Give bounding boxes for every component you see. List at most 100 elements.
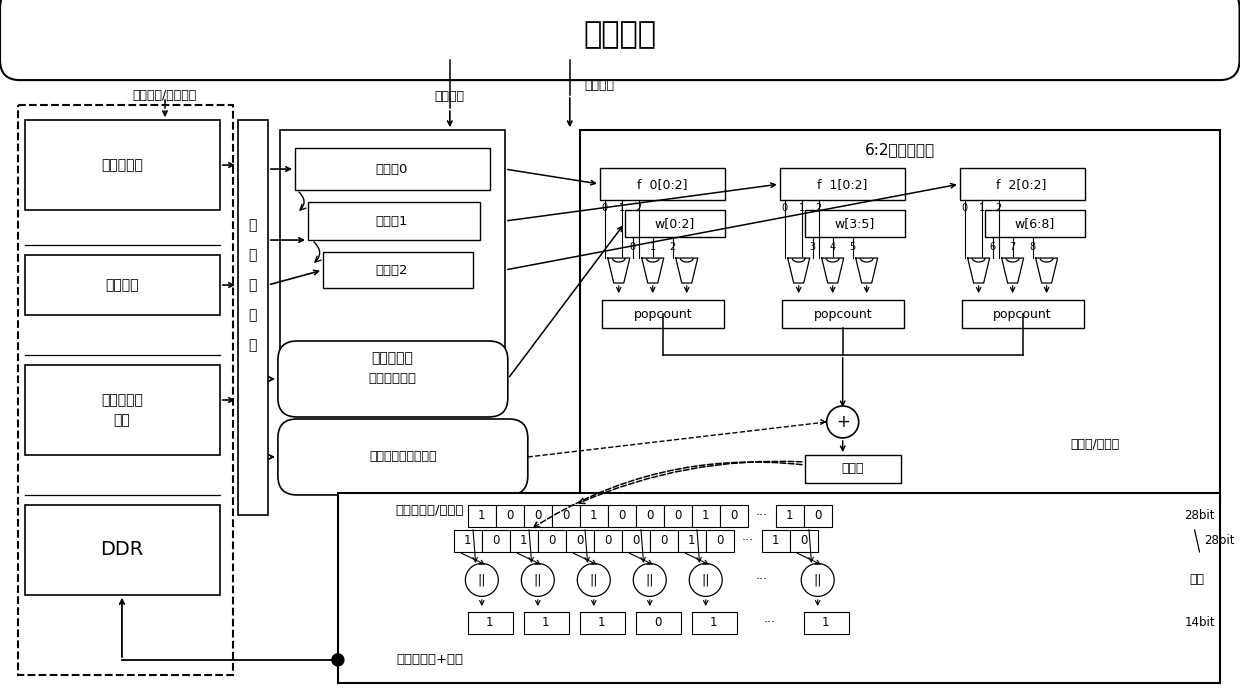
Bar xyxy=(692,612,737,634)
Bar xyxy=(594,530,621,552)
Text: 寄存劇2: 寄存劇2 xyxy=(376,263,408,276)
Text: 1: 1 xyxy=(702,510,709,522)
Text: 3: 3 xyxy=(810,242,816,252)
Text: f  2[0:2]: f 2[0:2] xyxy=(997,178,1047,190)
Bar xyxy=(608,505,636,527)
Text: 1: 1 xyxy=(590,510,598,522)
Text: 计算使能: 计算使能 xyxy=(585,78,615,92)
Text: 0: 0 xyxy=(813,510,821,522)
Text: 控制模块: 控制模块 xyxy=(583,20,656,50)
Bar xyxy=(790,530,817,552)
Bar xyxy=(985,210,1085,237)
Polygon shape xyxy=(856,258,878,283)
Text: 1: 1 xyxy=(799,203,805,213)
Text: 14bit: 14bit xyxy=(1184,617,1215,629)
Bar xyxy=(805,210,905,237)
Polygon shape xyxy=(676,258,698,283)
Text: 线: 线 xyxy=(249,278,257,292)
Bar xyxy=(805,455,900,483)
Text: popcount: popcount xyxy=(634,307,692,321)
Text: 0: 0 xyxy=(630,242,636,252)
Bar xyxy=(600,168,724,200)
Bar xyxy=(496,505,523,527)
Bar xyxy=(960,168,1085,200)
Text: w[3:5]: w[3:5] xyxy=(835,216,874,230)
Text: ||: || xyxy=(589,573,598,587)
Bar xyxy=(308,202,480,240)
Text: 权重数据: 权重数据 xyxy=(105,278,139,292)
Text: w[0:2]: w[0:2] xyxy=(655,216,694,230)
Polygon shape xyxy=(967,258,990,283)
Bar xyxy=(337,493,1220,683)
Text: 1: 1 xyxy=(688,534,696,547)
Bar xyxy=(25,365,219,455)
Text: 1: 1 xyxy=(479,510,486,522)
Text: 数据: 数据 xyxy=(114,413,130,427)
Text: 读写使能/读写地址: 读写使能/读写地址 xyxy=(133,89,197,102)
Text: w[6:8]: w[6:8] xyxy=(1014,216,1055,230)
Text: 0: 0 xyxy=(660,534,667,547)
Text: ···: ··· xyxy=(755,573,768,587)
Text: 0: 0 xyxy=(601,203,608,213)
Text: +: + xyxy=(836,413,849,431)
Bar xyxy=(962,300,1084,328)
Text: 1: 1 xyxy=(542,617,549,629)
Text: 池化: 池化 xyxy=(1189,573,1204,587)
Text: DDR: DDR xyxy=(100,540,144,559)
Text: 批量标准化参数缓冲: 批量标准化参数缓冲 xyxy=(370,451,436,463)
Text: 寄存劇1: 寄存劇1 xyxy=(376,214,408,228)
Text: 2: 2 xyxy=(816,203,822,213)
Text: 1: 1 xyxy=(786,510,794,522)
Text: 0: 0 xyxy=(577,534,584,547)
Bar xyxy=(804,505,832,527)
Bar xyxy=(580,130,1220,505)
Ellipse shape xyxy=(578,564,610,596)
Text: 1: 1 xyxy=(486,617,494,629)
Text: 卷积层/全连接: 卷积层/全连接 xyxy=(1070,438,1120,452)
Text: 矩阵生成器: 矩阵生成器 xyxy=(371,351,413,365)
Bar xyxy=(25,255,219,315)
Bar xyxy=(238,120,268,515)
Bar xyxy=(454,530,482,552)
Text: 第一层卷积+池化: 第一层卷积+池化 xyxy=(397,653,464,666)
Bar xyxy=(692,505,719,527)
Bar xyxy=(280,130,505,370)
Ellipse shape xyxy=(521,564,554,596)
Bar xyxy=(601,300,724,328)
Text: 1: 1 xyxy=(711,617,718,629)
Text: 0: 0 xyxy=(730,510,738,522)
Bar xyxy=(650,530,678,552)
Text: 0: 0 xyxy=(675,510,682,522)
Ellipse shape xyxy=(801,564,835,596)
Bar xyxy=(580,612,625,634)
Text: ||: || xyxy=(477,573,486,587)
Text: 特征图数据: 特征图数据 xyxy=(100,158,143,172)
Ellipse shape xyxy=(689,564,722,596)
Bar xyxy=(565,530,594,552)
Text: popcount: popcount xyxy=(813,307,872,321)
Text: 28bit: 28bit xyxy=(1204,534,1235,547)
Text: 1: 1 xyxy=(650,242,656,252)
Bar xyxy=(523,505,552,527)
Polygon shape xyxy=(642,258,663,283)
Text: 1: 1 xyxy=(773,534,780,547)
Bar xyxy=(781,300,904,328)
Bar xyxy=(780,168,905,200)
Bar xyxy=(663,505,692,527)
Circle shape xyxy=(332,654,343,666)
Bar xyxy=(467,612,513,634)
Text: 0: 0 xyxy=(646,510,653,522)
Text: 寄存劇0: 寄存劇0 xyxy=(376,162,408,176)
Polygon shape xyxy=(822,258,843,283)
Bar xyxy=(552,505,580,527)
Text: 1: 1 xyxy=(520,534,527,547)
Bar xyxy=(621,530,650,552)
Bar xyxy=(636,505,663,527)
Bar xyxy=(706,530,734,552)
Bar xyxy=(295,148,490,190)
Bar xyxy=(25,505,219,595)
Bar xyxy=(322,252,472,288)
Bar xyxy=(580,505,608,527)
Text: 4: 4 xyxy=(830,242,836,252)
Bar xyxy=(636,612,681,634)
